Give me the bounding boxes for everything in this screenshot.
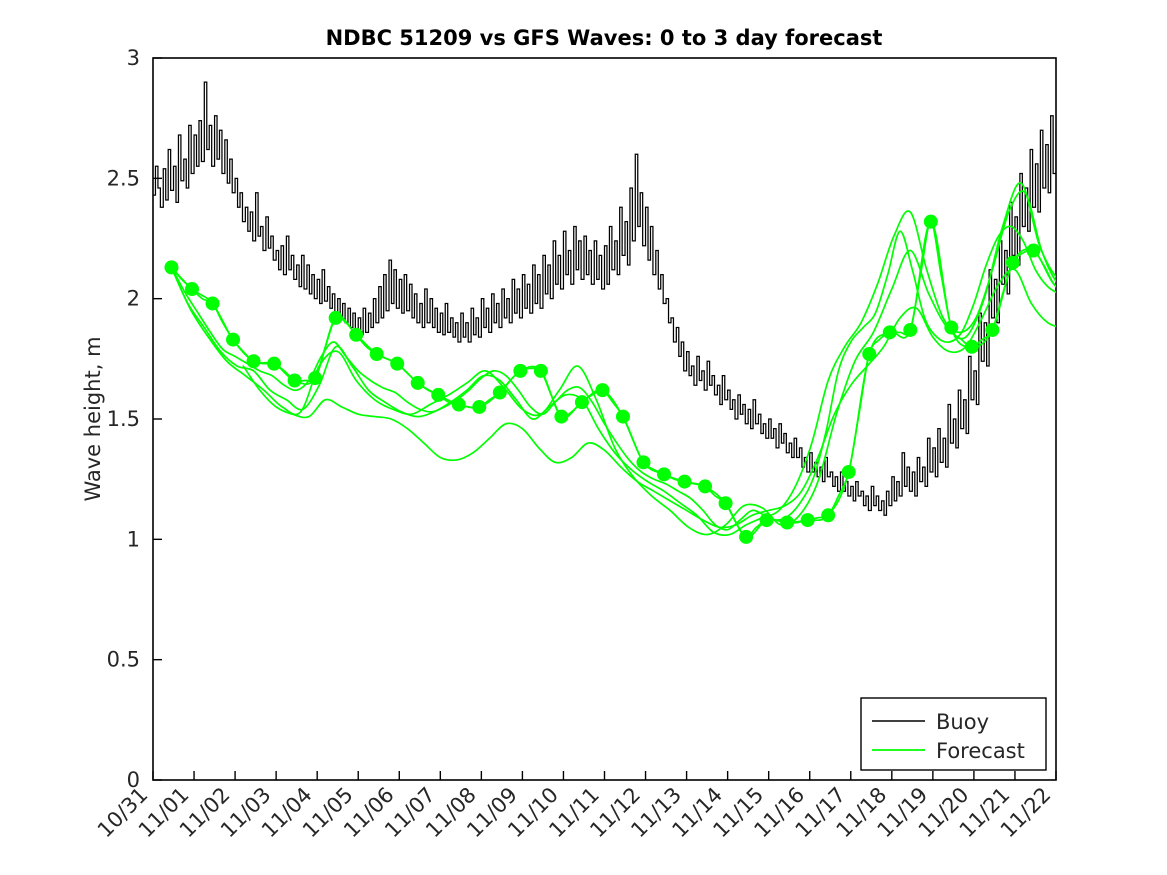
y-axis-ticks: 0 0.5 1 1.5 2 2.5 3 — [107, 46, 162, 792]
forecast-data-point — [533, 363, 548, 378]
forecast-data-point — [923, 214, 938, 229]
forecast-data-point — [964, 339, 979, 354]
forecast-data-point — [205, 296, 220, 311]
forecast-data-point — [841, 464, 856, 479]
forecast-data-point — [513, 363, 528, 378]
y-tick-label: 0.5 — [107, 648, 140, 672]
forecast-data-point — [1026, 243, 1041, 258]
y-tick-label: 1 — [127, 527, 140, 551]
forecast-data-point — [882, 325, 897, 340]
y-tick-label: 3 — [127, 46, 140, 70]
forecast-data-point — [574, 395, 589, 410]
forecast-data-point — [677, 474, 692, 489]
forecast-data-point — [718, 496, 733, 511]
forecast-data-point — [328, 310, 343, 325]
forecast-data-point — [780, 515, 795, 530]
chart-title: NDBC 51209 vs GFS Waves: 0 to 3 day fore… — [326, 26, 883, 50]
y-tick-label: 2 — [127, 287, 140, 311]
forecast-data-point — [287, 373, 302, 388]
legend-background — [860, 697, 1047, 771]
forecast-data-point — [698, 479, 713, 494]
forecast-data-point — [431, 387, 446, 402]
buoy-line — [153, 81, 1056, 516]
forecast-data-point — [657, 467, 672, 482]
forecast-data-point — [862, 347, 877, 362]
forecast-data-point — [554, 409, 569, 424]
y-axis-label: Wave height, m — [81, 336, 105, 501]
forecast-line — [170, 225, 1056, 531]
forecast-data-point — [451, 397, 466, 412]
legend-label-forecast: Forecast — [936, 739, 1025, 763]
forecast-data-point — [1005, 255, 1020, 270]
forecast-data-point — [985, 322, 1000, 337]
forecast-data-point — [246, 354, 261, 369]
forecast-data-point — [184, 282, 199, 297]
forecast-data-point — [492, 385, 507, 400]
forecast-data-point — [226, 332, 241, 347]
forecast-data-point — [595, 383, 610, 398]
forecast-data-point — [800, 513, 815, 528]
forecast-data-point — [410, 375, 425, 390]
forecast-line — [242, 268, 1056, 529]
legend-label-buoy: Buoy — [936, 710, 989, 734]
buoy-series-group — [153, 81, 1056, 516]
legend: Buoy Forecast — [860, 697, 1047, 771]
y-tick-label: 0 — [127, 768, 140, 792]
forecast-data-point — [759, 513, 774, 528]
forecast-data-point — [369, 347, 384, 362]
forecast-data-point — [636, 455, 651, 470]
forecast-data-point — [308, 371, 323, 386]
y-tick-label: 1.5 — [107, 407, 140, 431]
forecast-data-point — [903, 322, 918, 337]
forecast-marker-group — [164, 214, 1041, 544]
forecast-data-point — [472, 399, 487, 414]
forecast-data-point — [739, 529, 754, 544]
forecast-data-point — [615, 409, 630, 424]
forecast-line — [170, 182, 1056, 536]
forecast-data-point — [267, 356, 282, 371]
forecast-data-point — [944, 320, 959, 335]
forecast-data-point — [821, 508, 836, 523]
y-tick-label: 2.5 — [107, 166, 140, 190]
forecast-data-point — [390, 356, 405, 371]
forecast-data-point — [349, 327, 364, 342]
forecast-data-point — [164, 260, 179, 275]
